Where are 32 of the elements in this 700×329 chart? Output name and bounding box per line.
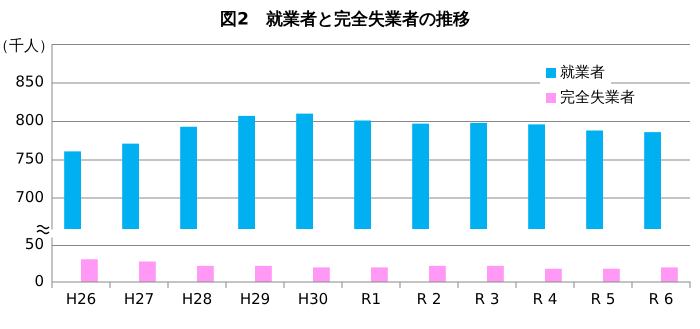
chart-title: 図2 就業者と完全失業者の推移 <box>220 10 470 30</box>
bar <box>487 266 504 282</box>
bar <box>81 259 98 282</box>
bar <box>255 266 272 282</box>
annotation: （千人） <box>0 36 54 54</box>
y-tick-label: 0 <box>34 272 44 290</box>
bar <box>371 267 388 282</box>
bar <box>545 268 562 282</box>
x-tick-label: R 3 <box>474 290 500 308</box>
x-tick-label: H30 <box>298 290 328 308</box>
x-tick-label: R 5 <box>590 290 616 308</box>
y-tick-label: 850 <box>15 72 44 91</box>
bar <box>313 267 330 282</box>
x-tick-label: H28 <box>182 290 212 308</box>
bar <box>661 267 678 282</box>
legend-label: 就業者 <box>560 63 605 82</box>
x-tick-label: R 6 <box>648 290 674 308</box>
y-tick-label: 50 <box>24 235 44 254</box>
x-tick-label: H29 <box>240 290 270 308</box>
y-tick-label: 750 <box>15 150 44 168</box>
bar <box>429 266 446 282</box>
x-tick-label: H27 <box>124 290 154 308</box>
y-tick-label: 700 <box>15 188 44 206</box>
x-tick-label: R 2 <box>416 290 442 308</box>
bar <box>139 261 156 282</box>
x-tick-label: R 4 <box>532 290 558 308</box>
bar <box>197 266 214 282</box>
legend-label: 完全失業者 <box>560 88 635 106</box>
x-tick-label: H26 <box>66 290 96 308</box>
bar <box>603 268 620 282</box>
x-tick-label: R1 <box>361 290 381 308</box>
y-tick-label: 800 <box>15 111 44 130</box>
